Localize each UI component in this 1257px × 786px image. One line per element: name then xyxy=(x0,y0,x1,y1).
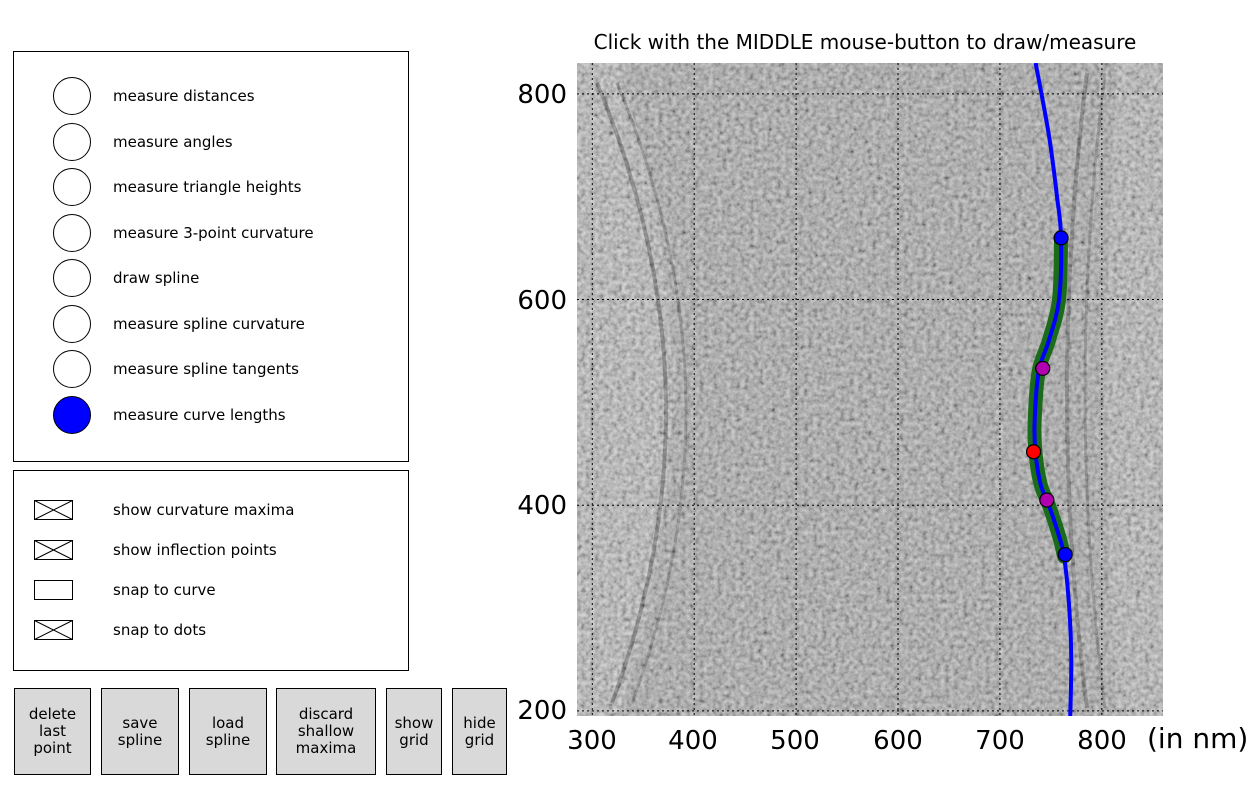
checkbox-snap-to-dots[interactable]: snap to dots xyxy=(14,620,410,642)
radio-measure-spline-curvature[interactable]: measure spline curvature xyxy=(14,305,410,345)
radio-draw-spline[interactable]: draw spline xyxy=(14,259,410,299)
checkbox-show-curvature-maxima[interactable]: show curvature maxima xyxy=(14,500,410,522)
radio-label: measure triangle heights xyxy=(113,178,302,196)
checkbox-checked[interactable] xyxy=(34,500,73,520)
radio-measure-triangle-heights[interactable]: measure triangle heights xyxy=(14,168,410,208)
checkbox-checked[interactable] xyxy=(34,620,73,640)
radio-measure-spline-tangents[interactable]: measure spline tangents xyxy=(14,350,410,390)
curve-layer xyxy=(1027,63,1074,716)
plot-canvas[interactable] xyxy=(577,63,1163,716)
radio-label: measure 3-point curvature xyxy=(113,224,314,242)
radio-circle[interactable] xyxy=(53,259,91,297)
membrane-curve xyxy=(1032,63,1074,716)
radio-circle[interactable] xyxy=(53,168,91,206)
radio-circle[interactable] xyxy=(53,305,91,343)
checkbox-snap-to-curve[interactable]: snap to curve xyxy=(14,580,410,602)
radio-measure-distances[interactable]: measure distances xyxy=(14,77,410,117)
micrograph-texture xyxy=(577,63,1163,716)
maximum-marker[interactable] xyxy=(1025,444,1042,460)
show-grid-button[interactable]: show grid xyxy=(386,688,442,775)
radio-circle[interactable] xyxy=(53,77,91,115)
save-spline-button[interactable]: save spline xyxy=(101,688,179,775)
y-tick-label: 800 xyxy=(517,80,567,110)
inflection-marker[interactable] xyxy=(1035,360,1051,377)
inflection-marker[interactable] xyxy=(1039,492,1055,508)
radio-circle-selected[interactable] xyxy=(53,396,91,434)
y-tick-label: 600 xyxy=(517,286,567,316)
radio-label: measure curve lengths xyxy=(113,406,286,424)
hide-grid-button[interactable]: hide grid xyxy=(452,688,507,775)
radio-measure-3-point-curvature[interactable]: measure 3-point curvature xyxy=(14,214,410,254)
y-tick-label: 400 xyxy=(517,491,567,521)
checkbox-checked[interactable] xyxy=(34,540,73,560)
radio-circle[interactable] xyxy=(53,214,91,252)
x-tick-label: 300 xyxy=(567,726,617,756)
checkbox-unchecked[interactable] xyxy=(34,580,73,600)
discard-shallow-maxima-button[interactable]: discard shallow maxima xyxy=(276,688,376,775)
endpoint-marker[interactable] xyxy=(1057,546,1073,563)
x-tick-label: 800 xyxy=(1077,726,1127,756)
checkbox-label: snap to curve xyxy=(113,581,216,599)
radio-measure-angles[interactable]: measure angles xyxy=(14,123,410,163)
x-tick-label: 500 xyxy=(770,726,820,756)
marker-layer[interactable] xyxy=(1025,230,1073,563)
radio-measure-curve-lengths[interactable]: measure curve lengths xyxy=(14,396,410,436)
radio-circle[interactable] xyxy=(53,350,91,388)
mode-selector-panel: measure distances measure angles measure… xyxy=(13,51,409,462)
x-tick-label: 400 xyxy=(668,726,718,756)
grid xyxy=(577,63,1163,716)
checkbox-label: show inflection points xyxy=(113,541,277,559)
checkbox-label: snap to dots xyxy=(113,621,207,639)
micrograph-plot[interactable] xyxy=(577,63,1163,716)
checkbox-show-inflection-points[interactable]: show inflection points xyxy=(14,540,410,562)
load-spline-button[interactable]: load spline xyxy=(189,688,267,775)
endpoint-marker[interactable] xyxy=(1053,230,1069,246)
delete-last-point-button[interactable]: delete last point xyxy=(14,688,91,775)
radio-label: draw spline xyxy=(113,269,200,287)
options-panel: show curvature maxima show inflection po… xyxy=(13,470,409,671)
unit-label: (in nm) xyxy=(1147,722,1249,755)
plot-title: Click with the MIDDLE mouse-button to dr… xyxy=(593,30,1137,54)
radio-label: measure angles xyxy=(113,133,233,151)
radio-label: measure spline tangents xyxy=(113,360,299,378)
checkbox-label: show curvature maxima xyxy=(113,501,295,519)
x-tick-label: 600 xyxy=(873,726,923,756)
radio-label: measure spline curvature xyxy=(113,315,305,333)
x-tick-label: 700 xyxy=(975,726,1025,756)
radio-label: measure distances xyxy=(113,87,255,105)
radio-circle[interactable] xyxy=(53,123,91,161)
y-tick-label: 200 xyxy=(517,696,567,726)
